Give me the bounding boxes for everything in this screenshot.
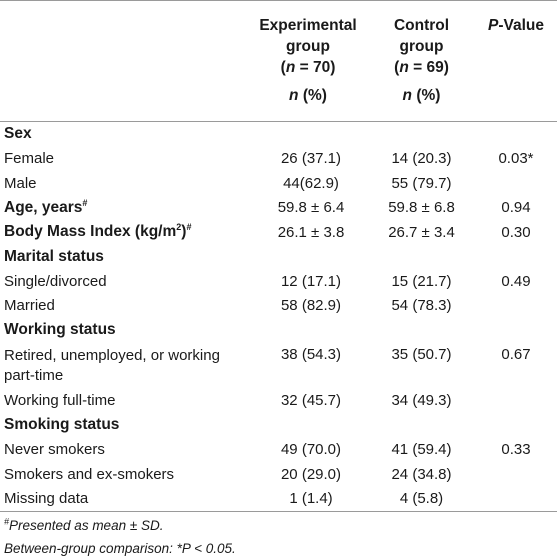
control-value: 54 (78.3): [391, 297, 452, 315]
control-value: 14 (20.3): [391, 150, 452, 168]
p-value: [475, 462, 557, 487]
row-label: Age, years#: [4, 197, 88, 216]
section-row-smoking: Smoking status: [0, 413, 557, 438]
table-row: Missing data 1 (1.4) 4 (5.8): [0, 486, 557, 512]
row-label: Female: [4, 150, 55, 168]
p-value: 0.30: [501, 223, 531, 241]
table-footnotes: #Presented as mean ± SD. Between-group c…: [4, 514, 236, 560]
experimental-value: 38 (54.3): [280, 345, 342, 363]
p-value: 0.94: [501, 199, 531, 217]
p-value: 0.33: [501, 441, 531, 459]
row-label: Marital status: [4, 247, 104, 265]
row-label: Male: [4, 174, 37, 192]
experimental-value: 44(62.9): [283, 174, 339, 192]
row-label: Married: [4, 297, 55, 315]
table-row: Never smokers 49 (70.0) 41 (59.4) 0.33: [0, 438, 557, 463]
experimental-value: 58 (82.9): [280, 297, 342, 315]
experimental-value: 26 (37.1): [280, 150, 342, 168]
section-row-sex: Sex: [0, 121, 557, 147]
header-experimental-group: Experimental group (n = 70) n (%): [259, 17, 357, 104]
table-row: Smokers and ex-smokers 20 (29.0) 24 (34.…: [0, 462, 557, 487]
header-control-group: Control group (n = 69) n (%): [393, 17, 450, 104]
experimental-value: 49 (70.0): [280, 441, 342, 459]
control-value: 35 (50.7): [391, 345, 452, 363]
p-value: [475, 294, 557, 319]
row-label: Working full-time: [4, 392, 116, 410]
row-label: Sex: [0, 121, 248, 147]
p-value: [475, 389, 557, 414]
footnote-mean-sd: #Presented as mean ± SD.: [4, 516, 164, 533]
header-p-value: P-Value: [487, 17, 544, 34]
p-value: 0.03*: [498, 150, 534, 168]
row-label: Body Mass Index (kg/m2)#: [4, 222, 192, 241]
control-value: 24 (34.8): [391, 465, 452, 483]
experimental-value: 59.8 ± 6.4: [277, 199, 345, 217]
row-label: Never smokers: [4, 441, 105, 459]
p-value: [475, 486, 557, 512]
table-row: Retired, unemployed, or working part-tim…: [0, 343, 557, 389]
section-row-marital: Marital status: [0, 245, 557, 270]
table-header-row: Experimental group (n = 70) n (%) Contro…: [0, 1, 557, 122]
row-label: Missing data: [0, 486, 248, 512]
table-row: Single/divorced 12 (17.1) 15 (21.7) 0.49: [0, 269, 557, 294]
table-row: Male 44(62.9) 55 (79.7): [0, 171, 557, 196]
table-row: Female 26 (37.1) 14 (20.3) 0.03*: [0, 147, 557, 172]
control-value: 26.7 ± 3.4: [388, 223, 455, 241]
p-value: [475, 171, 557, 196]
p-value: 0.67: [501, 345, 531, 363]
experimental-value: 1 (1.4): [248, 486, 368, 512]
header-blank-cell: [0, 1, 248, 122]
row-label: Smoking status: [4, 416, 120, 434]
row-label: Smokers and ex-smokers: [4, 465, 175, 483]
table-row: Married 58 (82.9) 54 (78.3): [0, 294, 557, 319]
row-label: Single/divorced: [4, 272, 107, 290]
footnote-significance: Between-group comparison: *P < 0.05.: [4, 541, 236, 556]
section-row-age: Age, years# 59.8 ± 6.4 59.8 ± 6.8 0.94: [0, 196, 557, 221]
table-row: Working full-time 32 (45.7) 34 (49.3): [0, 389, 557, 414]
control-value: 55 (79.7): [391, 174, 452, 192]
control-value: 34 (49.3): [391, 392, 452, 410]
experimental-value: 32 (45.7): [280, 392, 342, 410]
control-value: 59.8 ± 6.8: [388, 199, 455, 217]
control-value: 15 (21.7): [391, 272, 452, 290]
p-value: 0.49: [501, 272, 531, 290]
row-label: Retired, unemployed, or working part-tim…: [4, 346, 220, 384]
section-row-working: Working status: [0, 318, 557, 343]
row-label: Working status: [4, 321, 116, 339]
control-value: 4 (5.8): [368, 486, 475, 512]
experimental-value: 26.1 ± 3.8: [277, 223, 345, 241]
experimental-value: 20 (29.0): [280, 465, 342, 483]
experimental-value: 12 (17.1): [280, 272, 342, 290]
demographics-table: Experimental group (n = 70) n (%) Contro…: [0, 0, 557, 512]
section-row-bmi: Body Mass Index (kg/m2)# 26.1 ± 3.8 26.7…: [0, 220, 557, 245]
control-value: 41 (59.4): [391, 441, 452, 459]
